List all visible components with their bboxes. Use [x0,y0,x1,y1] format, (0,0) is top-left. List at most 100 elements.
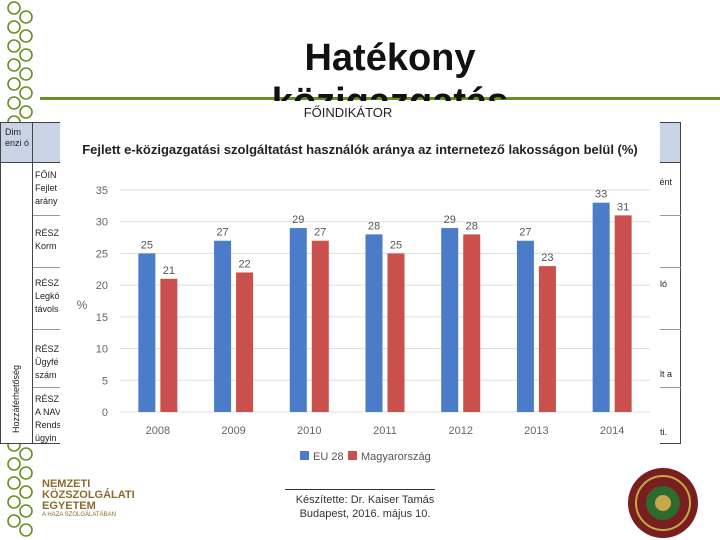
logo-line: KÖZSZOLGÁLATI [42,489,135,501]
ornament-ring [7,514,21,528]
legend-swatch [300,451,309,460]
seal-emblem [628,468,698,538]
row-label: arány [35,196,58,206]
bar [614,215,632,412]
ornament-ring [7,476,21,490]
data-label: 23 [541,252,553,264]
ornament-ring [19,504,33,518]
bar-chart: FŐINDIKÁTOR Fejlett e-közigazgatási szolg… [60,101,660,470]
table-row: RÉSZ Korm [35,227,59,253]
table-row: RÉSZ Legkö távols [35,277,60,316]
y-tick-label: 5 [102,375,108,387]
y-tick-label: 20 [96,280,108,292]
ornament-ring [7,495,21,509]
cell-snippet: ként [655,177,673,187]
ornament-ring [19,86,33,100]
chart-title: Fejlett e-közigazgatási szolgáltatást ha… [82,142,638,157]
ornament-ring [19,485,33,499]
row-label: ügyin [35,433,57,443]
row-label: RÉSZ [35,394,60,404]
bar [214,240,232,412]
table-row: RÉSZ A NAV Rends ügyin [35,393,61,445]
ornament-ring [7,457,21,471]
y-tick-label: 30 [96,217,108,229]
legend-label: EU 28 [313,451,344,463]
footer-date: Budapest, 2016. május 10. [299,508,431,520]
cell-snippet: uló [655,279,668,289]
legend-label: Magyarország [361,451,431,463]
data-label: 27 [519,227,531,239]
header-divider [40,97,720,100]
cell-snippet: ult a [655,369,673,379]
university-logo: NEMZETI KÖZSZOLGÁLATI EGYETEM [42,479,135,512]
ornament-ring [19,466,33,480]
slide-title: Hatékony közigazgatás [240,36,540,110]
ornament-ring [7,39,21,53]
x-tick-label: 2011 [373,425,397,437]
data-label: 33 [595,189,607,201]
y-tick-label: 35 [96,185,108,197]
row-label: Korm [35,241,57,251]
row-label: RÉSZ [35,344,60,354]
bar [289,228,307,412]
dimension-column [1,123,33,443]
ornament-ring [7,1,21,15]
row-label: szám [35,370,57,380]
row-label: A NAV [35,407,61,417]
slide-title-line1: Hatékony [304,37,476,79]
data-label: 28 [368,220,380,232]
bar [441,228,459,412]
row-label: Legkö [35,291,60,301]
ornament-ring [19,48,33,62]
row-label: Ügyfé [35,357,59,367]
footer-author: Készítette: Dr. Kaiser Tamás [295,494,435,506]
data-label: 22 [238,258,250,270]
x-tick-label: 2014 [600,425,624,437]
row-label: RÉSZ [35,228,60,238]
table-row: FŐIN Fejlet arány [35,169,58,208]
y-tick-label: 25 [96,248,108,260]
x-tick-label: 2012 [448,425,472,437]
y-tick-label: 15 [96,312,108,324]
data-label: 25 [141,239,153,251]
row-label: Fejlet [35,183,58,193]
bar [365,234,383,412]
bar [387,253,405,412]
bar [538,266,556,412]
ornament-ring [19,67,33,81]
row-label: FŐIN [35,170,57,180]
bar [592,202,610,412]
table-row: RÉSZ Ügyfé szám [35,343,59,382]
dimension-label: Dim enzi ó [5,127,30,148]
y-tick-label: 10 [96,344,108,356]
ornament-ring [19,29,33,43]
ornament-ring [7,96,21,110]
footer: Készítette: Dr. Kaiser Tamás Budapest, 2… [270,493,460,521]
logo-line: NEMZETI [42,478,91,490]
x-tick-label: 2010 [297,425,321,437]
data-label: 21 [163,265,175,277]
data-label: 28 [466,220,478,232]
y-tick-label: 0 [102,407,108,419]
ornament-ring [19,10,33,24]
bar [160,278,178,412]
row-label: RÉSZ [35,278,60,288]
row-label: távols [35,304,59,314]
data-label: 27 [314,227,326,239]
bar [138,253,156,412]
row-label: Rends [35,420,62,430]
side-label: Hozzáférhetőség [11,364,21,433]
data-label: 27 [216,227,228,239]
footer-rule [285,489,435,490]
ornament-ring [7,20,21,34]
bar [311,240,329,412]
logo-tagline: A HAZA SZOLGÁLATÁBAN [42,512,116,518]
data-label: 25 [390,239,402,251]
ornament-ring [19,447,33,461]
cell-snippet: nti. [655,427,668,437]
bar [463,234,481,412]
data-label: 29 [444,214,456,226]
x-tick-label: 2009 [221,425,245,437]
bar [516,240,534,412]
ornament-ring [7,77,21,91]
